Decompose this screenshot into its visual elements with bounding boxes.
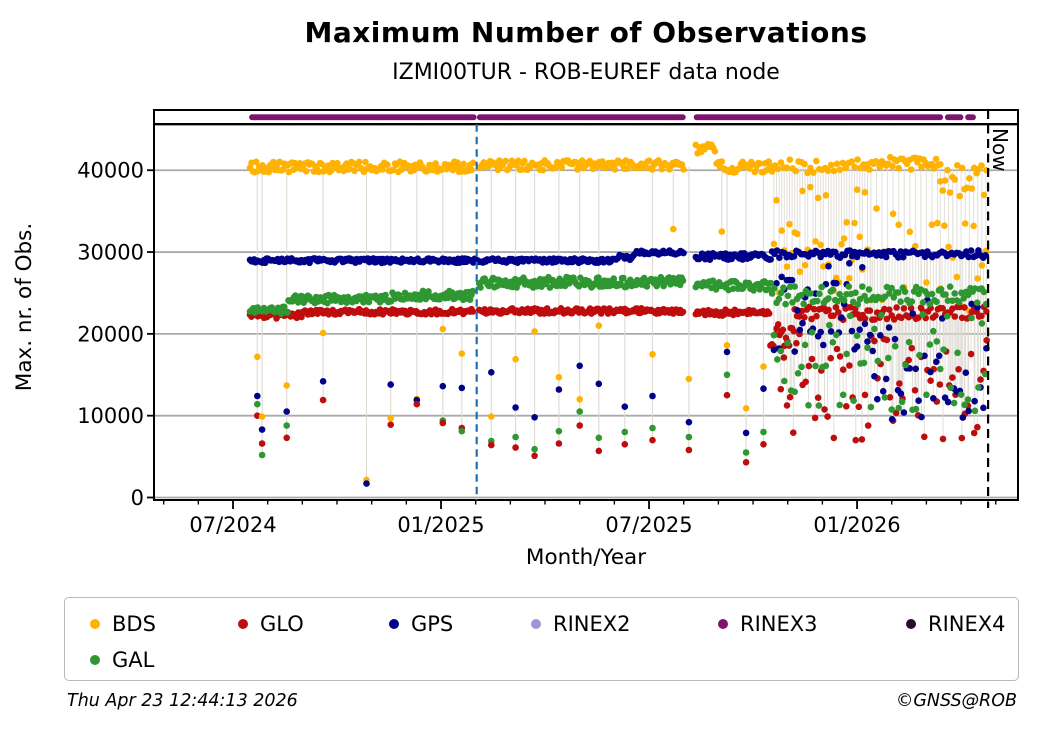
svg-text:01/2025: 01/2025 [397,513,484,537]
legend-swatch-glo [238,619,248,629]
legend-label: RINEX3 [740,611,818,636]
svg-text:Month/Year: Month/Year [526,545,646,570]
legend-item-bds: BDS [90,609,156,639]
svg-text:07/2024: 07/2024 [189,513,276,537]
legend-swatch-rinex3 [718,619,728,629]
svg-text:20000: 20000 [77,322,144,346]
plot-frame-and-ticks [147,109,1019,509]
svg-text:07/2025: 07/2025 [605,513,692,537]
legend-item-glo: GLO [238,609,304,639]
legend-item-gps: GPS [389,609,453,639]
timestamp-text: Thu Apr 23 12:44:13 2026 [67,691,298,711]
axis-labels: 0 10000 20000 30000 40000 07/2024 01/2025 07/20… [12,159,901,570]
legend-swatch-rinex4 [906,619,916,629]
legend-swatch-bds [90,619,100,629]
svg-text:40000: 40000 [77,159,144,183]
legend-label: GPS [411,611,454,636]
legend-label: RINEX2 [553,611,631,636]
svg-text:30000: 30000 [77,241,144,265]
legend-swatch-gps [389,619,399,629]
legend-label: GAL [112,647,155,672]
legend-item-rinex4: RINEX4 [906,609,1006,639]
legend-item-rinex3: RINEX3 [718,609,818,639]
legend-item-rinex2: RINEX2 [531,609,631,639]
legend-item-gal: GAL [90,645,154,675]
legend-label: GLO [260,611,304,636]
svg-text:01/2026: 01/2026 [813,513,900,537]
svg-text:Now: Now [988,128,1012,172]
svg-text:10000: 10000 [77,404,144,428]
legend-swatch-gal [90,655,100,665]
chart-canvas: 0 10000 20000 30000 40000 07/2024 01/2025 07/20… [12,109,1019,570]
copyright-text: ©GNSS@ROB [895,691,1017,711]
series-points [246,140,990,487]
chart-title: Maximum Number of Observations [304,16,868,49]
svg-text:0: 0 [131,486,144,510]
legend-swatch-rinex2 [531,619,541,629]
annotation-lines: Now [475,110,1012,508]
legend-label: RINEX4 [928,611,1006,636]
chart-legend: BDS GLO GPS RINEX2 RINEX3 RINEX4 GAL [64,597,1019,681]
legend-label: BDS [112,611,156,636]
svg-text:Max. nr. of Obs.: Max. nr. of Obs. [12,223,37,391]
chart-subtitle: IZMI00TUR - ROB-EUREF data node [392,60,780,85]
drop-lines [256,166,988,484]
rinex3-strip-points [249,114,976,121]
